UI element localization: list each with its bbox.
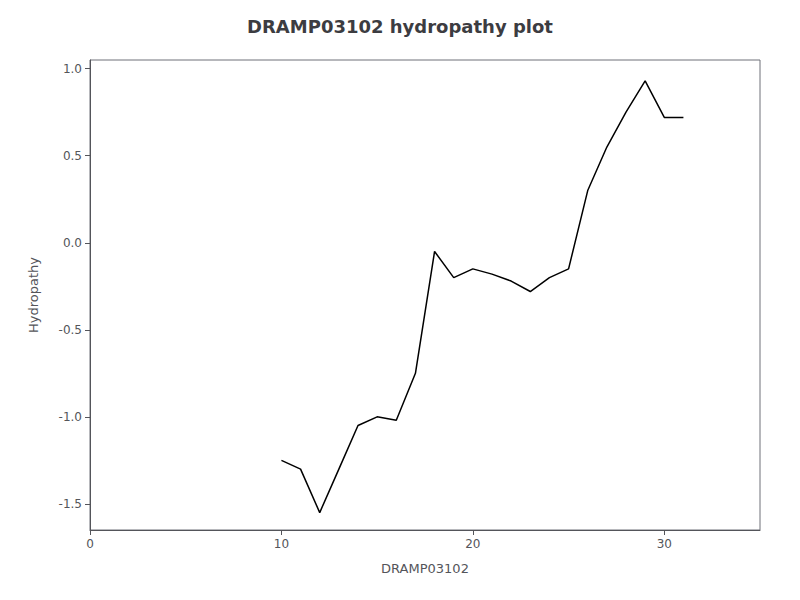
svg-text:10: 10 [274,537,289,551]
svg-text:0: 0 [86,537,94,551]
svg-text:Hydropathy: Hydropathy [26,257,41,333]
svg-text:DRAMP03102: DRAMP03102 [381,561,469,576]
svg-text:1.0: 1.0 [63,62,82,76]
svg-text:-1.5: -1.5 [59,497,82,511]
svg-text:-1.0: -1.0 [59,410,82,424]
svg-text:DRAMP03102 hydropathy plot: DRAMP03102 hydropathy plot [247,16,553,37]
svg-text:0.5: 0.5 [63,149,82,163]
svg-text:30: 30 [657,537,672,551]
svg-text:0.0: 0.0 [63,236,82,250]
svg-text:20: 20 [465,537,480,551]
svg-text:-0.5: -0.5 [59,323,82,337]
